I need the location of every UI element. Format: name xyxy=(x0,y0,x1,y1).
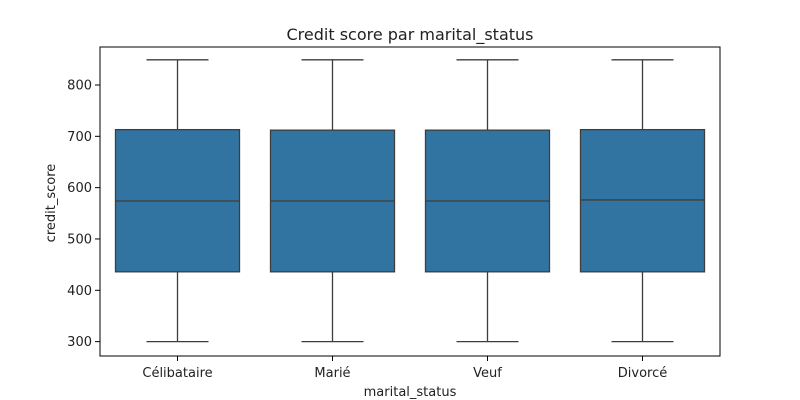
box-iqr xyxy=(579,128,706,273)
y-tick-label: 300 xyxy=(67,335,92,350)
plot-area xyxy=(99,46,721,357)
y-tick-label: 700 xyxy=(67,130,92,145)
y-tick-label: 500 xyxy=(67,232,92,247)
x-tick-label: Célibataire xyxy=(142,366,212,381)
x-tick-label: Veuf xyxy=(473,366,502,381)
box-group xyxy=(579,59,706,343)
x-tick-label: Marié xyxy=(314,366,350,381)
x-axis-label: marital_status xyxy=(364,385,457,400)
box-group xyxy=(269,59,396,343)
plot-frame xyxy=(99,46,721,357)
x-tick-label: Divorcé xyxy=(618,366,667,381)
y-axis-ticks: 300 400 500 600 700 800 xyxy=(67,78,100,350)
y-tick-label: 600 xyxy=(67,181,92,196)
y-axis-label: credit_score xyxy=(44,164,59,243)
chart-title: Credit score par marital_status xyxy=(286,25,533,45)
box-group xyxy=(424,59,551,343)
box-group xyxy=(114,59,241,343)
y-tick-label: 800 xyxy=(67,78,92,93)
y-tick-label: 400 xyxy=(67,284,92,299)
x-axis-ticks: Célibataire Marié Veuf Divorcé xyxy=(142,356,667,381)
